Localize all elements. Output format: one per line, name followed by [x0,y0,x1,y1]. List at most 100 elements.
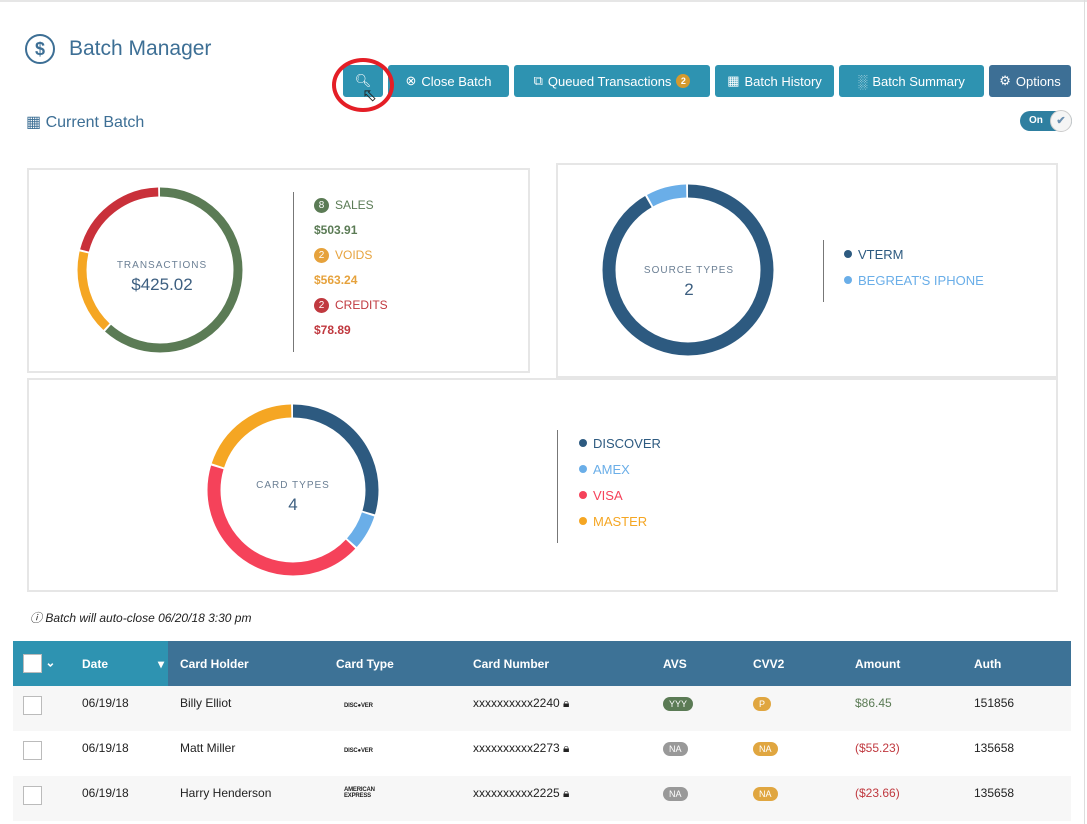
row-checkbox[interactable] [23,741,42,760]
col-auth[interactable]: Auth [974,641,1071,686]
avs-cell: YYY [663,686,753,731]
cursor-icon: ⬁ [362,85,378,105]
lock-icon[interactable]: 🔒︎ [563,786,570,800]
transactions-table: ⌄ Date ▾ Card Holder Card Type Card Numbe… [13,641,1071,821]
card-number-cell: xxxxxxxxxx2225 🔒︎ [473,776,663,821]
card-number: xxxxxxxxxx2273 [473,741,560,755]
auto-close-text: Batch will auto-close 06/20/18 3:30 pm [45,611,252,625]
batch-summary-button[interactable]: ░ Batch Summary [839,65,984,97]
date-cell: 06/19/18 [69,776,168,821]
credits-amount: $78.89 [314,323,351,337]
auto-close-note: ⓘ Batch will auto-close 06/20/18 3:30 pm [30,609,251,626]
top-border [0,0,1087,2]
card-types-center: CARD TYPES 4 [232,480,354,515]
close-batch-label: Close Batch [421,73,492,89]
calendar-icon: ▦ [26,114,42,131]
source-types-card: SOURCE TYPES 2 VTERM BEGREAT'S IPHONE [556,163,1058,378]
legend-discover: DISCOVER [593,435,661,451]
col-amount[interactable]: Amount [855,641,974,686]
col-avs[interactable]: AVS [663,641,753,686]
legend-iphone: BEGREAT'S IPHONE [858,272,984,288]
card-number-cell: xxxxxxxxxx2273 🔒︎ [473,731,663,776]
transactions-card: TRANSACTIONS $425.02 8 SALES $503.91 2 VOID… [27,168,530,373]
search-icon: 🔍︎ [354,73,372,88]
transactions-label: TRANSACTIONS [116,260,208,271]
sales-count: 8 [314,197,329,213]
close-circle-icon: ⊗ [405,73,417,88]
legend-amex: AMEX [593,461,630,477]
sales-amount: $503.91 [314,223,358,237]
close-batch-button[interactable]: ⊗ Close Batch [388,65,509,97]
cvv-badge: P [753,697,772,711]
options-button[interactable]: ⚙ Options [989,65,1071,97]
auth-cell: 135658 [974,776,1071,821]
lock-icon[interactable]: 🔒︎ [563,741,570,755]
col-date[interactable]: Date ▾ [69,641,168,686]
amount-cell: ($55.23) [855,741,900,755]
legend-dot [579,465,587,473]
gear-icon: ⚙ [999,73,1011,88]
bar-chart-icon: ░ [858,73,868,89]
avs-badge: YYY [663,697,694,711]
transactions-total: $425.02 [131,275,193,294]
divider [823,240,824,302]
table-row[interactable]: 06/19/18 Harry Henderson AMERICAN EXPRES… [13,776,1071,821]
donut-slice-voids [77,187,243,353]
divider [293,192,294,352]
current-batch-label: Current Batch [45,114,145,131]
row-select[interactable] [13,776,69,821]
legend-dot [844,250,852,258]
cvv-badge: NA [753,787,778,801]
queued-count-badge: 2 [676,74,691,88]
dollar-icon: $ [25,34,55,64]
select-all-checkbox[interactable] [23,654,42,673]
copy-icon: ⧉ [533,73,543,88]
card-number-cell: xxxxxxxxxx2240 🔒︎ [473,686,663,731]
info-icon: ⓘ [30,611,43,625]
queued-transactions-button[interactable]: ⧉ Queued Transactions 2 [514,65,710,97]
calendar-icon: ▦ [727,73,740,88]
legend-master: MASTER [593,513,648,529]
lock-icon[interactable]: 🔒︎ [563,696,570,710]
batch-history-button[interactable]: ▦ Batch History [715,65,834,97]
cvv-cell: P [753,686,855,731]
source-legend: VTERM BEGREAT'S IPHONE [844,241,984,293]
card-holder-cell: Billy Elliot [168,686,336,731]
card-logo: AMERICAN EXPRESS [344,787,375,799]
avs-cell: NA [663,731,753,776]
table-row[interactable]: 06/19/18 Matt Miller DISC●VER xxxxxxxxxx… [13,731,1071,776]
card-logo: DISC●VER [344,703,373,709]
row-checkbox[interactable] [23,696,42,715]
toggle-label: On [1029,115,1043,126]
source-count: 2 [684,280,694,299]
date-cell: 06/19/18 [82,741,129,755]
donut-slice-discover [207,404,379,576]
avs-cell: NA [663,776,753,821]
row-checkbox[interactable] [23,786,42,805]
select-all-header[interactable]: ⌄ [13,641,69,686]
col-card-holder[interactable]: Card Holder [168,641,336,686]
divider [557,430,558,543]
card-logo: DISC●VER [344,748,373,754]
search-button[interactable]: 🔍︎ [343,65,383,97]
amount-cell: $86.45 [855,686,974,731]
current-batch-heading: ▦ Current Batch [26,112,144,132]
table-row[interactable]: 06/19/18 Billy Elliot DISC●VER xxxxxxxxx… [13,686,1071,731]
batch-toggle[interactable]: On ✔ [1020,110,1072,132]
legend-dot [844,276,852,284]
card-type-cell: DISC●VER [336,686,473,731]
col-card-type[interactable]: Card Type [336,641,473,686]
col-cvv2[interactable]: CVV2 [753,641,855,686]
card-number: xxxxxxxxxx2240 [473,696,560,710]
sort-down-icon: ▾ [157,656,164,671]
card-types-legend: DISCOVER AMEX VISA MASTER [579,430,661,534]
chevron-down-icon[interactable]: ⌄ [45,655,56,670]
page-title: Batch Manager [69,37,212,60]
row-select[interactable] [13,686,69,731]
options-label: Options [1015,73,1061,89]
card-type-cell: DISC●VER [336,731,473,776]
col-card-number[interactable]: Card Number [473,641,663,686]
check-icon: ✔ [1050,110,1072,132]
row-select[interactable] [13,731,69,776]
queued-label: Queued Transactions [547,73,672,89]
